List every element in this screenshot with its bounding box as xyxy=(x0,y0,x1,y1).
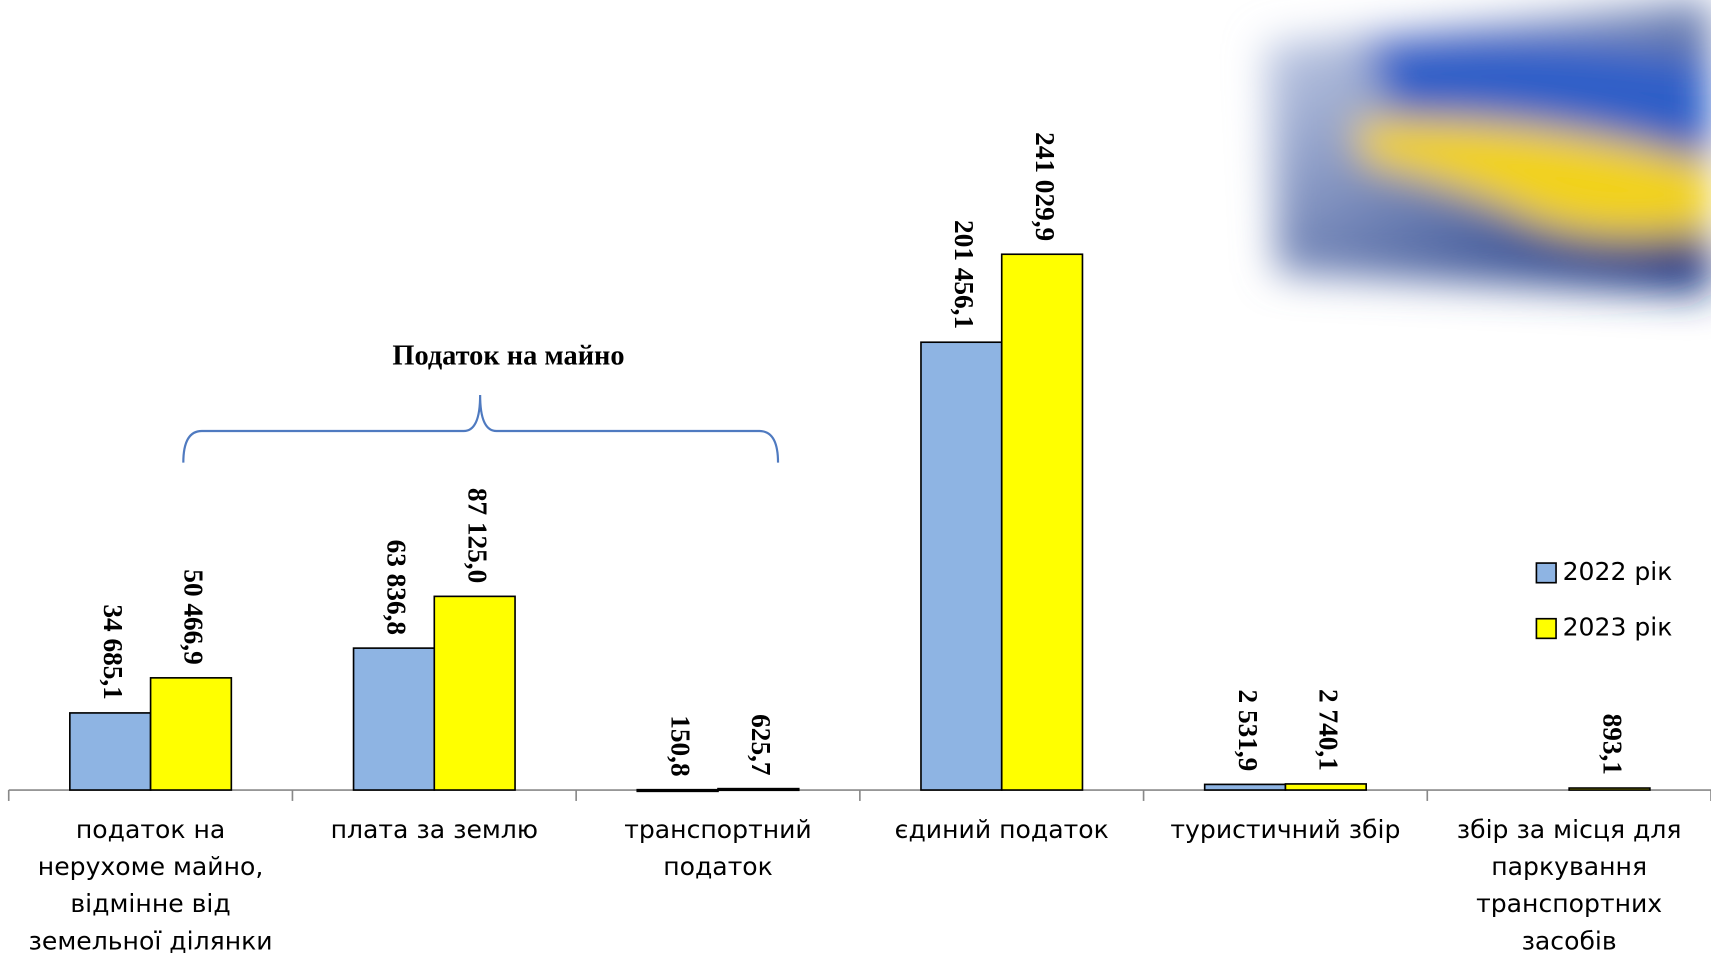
bar xyxy=(69,712,152,791)
value-label: 34 685,1 xyxy=(98,604,128,699)
x-tick-label: плата за землю xyxy=(330,816,538,845)
annotation: Податок на майно xyxy=(392,340,624,371)
bar xyxy=(352,647,436,791)
value-label: 150,8 xyxy=(665,715,695,776)
legend-swatch xyxy=(1535,617,1557,640)
legend-swatch xyxy=(1535,562,1557,584)
value-label: 625,7 xyxy=(746,714,776,775)
bar xyxy=(1284,783,1368,791)
x-tick-label: туристичний збір xyxy=(1170,816,1401,845)
x-tick-label: податок на нерухоме майно, відмінне від … xyxy=(28,816,273,956)
value-label: 201 456,1 xyxy=(949,220,979,329)
x-tick-label: транспортний податок xyxy=(624,816,812,882)
value-label: 2 531,9 xyxy=(1233,690,1263,772)
legend-label: 2022 рік xyxy=(1563,557,1673,586)
bar xyxy=(1203,783,1287,791)
bar xyxy=(1000,253,1084,791)
bar xyxy=(920,341,1003,791)
brace xyxy=(182,395,780,463)
value-label: 2 740,1 xyxy=(1314,689,1344,771)
value-label: 63 836,8 xyxy=(382,540,412,635)
bar xyxy=(636,788,719,793)
value-label: 241 029,9 xyxy=(1030,132,1060,241)
bar xyxy=(149,677,233,791)
bar xyxy=(1568,787,1651,791)
legend-label: 2023 рік xyxy=(1563,613,1673,642)
value-label: 87 125,0 xyxy=(462,488,492,583)
bar xyxy=(717,787,800,792)
value-label: 893,1 xyxy=(1597,714,1627,775)
flag-decoration xyxy=(1265,0,1711,295)
x-tick-label: єдиний податок xyxy=(894,816,1109,845)
bar xyxy=(433,595,516,791)
value-label: 50 466,9 xyxy=(179,569,209,664)
x-tick-label: збір за місця для паркування транспортни… xyxy=(1456,816,1682,956)
